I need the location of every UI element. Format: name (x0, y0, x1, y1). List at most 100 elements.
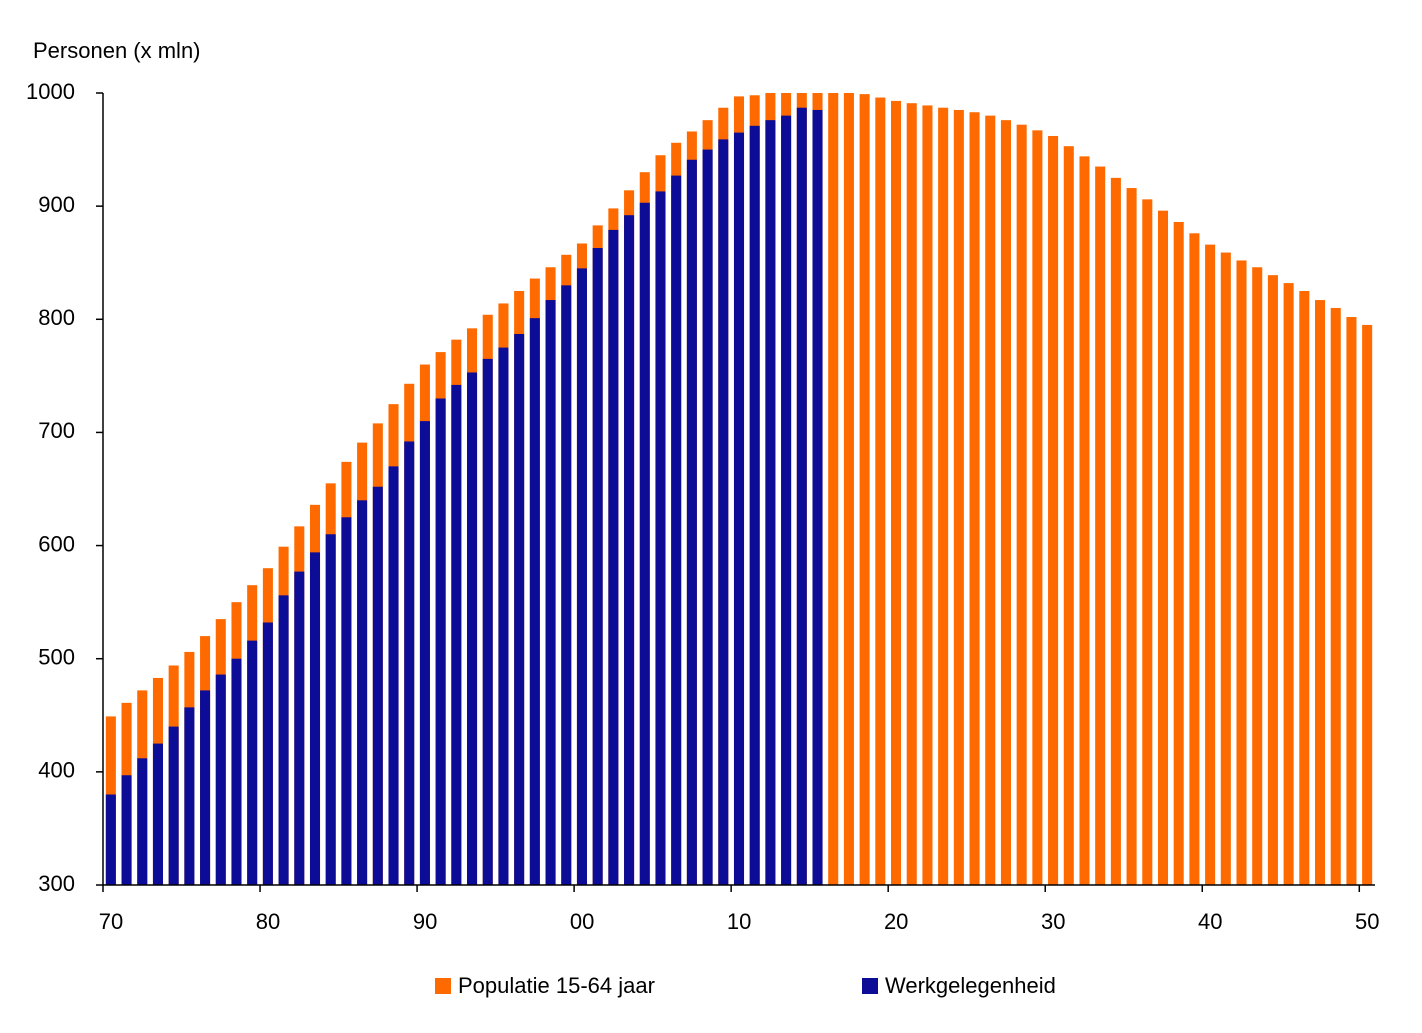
y-tick-label: 600 (38, 531, 75, 556)
bar (1220, 252, 1231, 885)
bar (1299, 291, 1310, 885)
bar (1173, 221, 1184, 886)
bar (1142, 199, 1153, 886)
bar (152, 743, 163, 885)
bar (1063, 146, 1074, 886)
bar (608, 229, 619, 886)
y-tick-label: 300 (38, 871, 75, 896)
bar (1267, 275, 1278, 885)
bar (231, 658, 242, 885)
bar (1048, 135, 1059, 886)
bar (137, 758, 148, 885)
y-tick-label: 500 (38, 645, 75, 670)
legend-label: Werkgelegenheid (885, 973, 1056, 998)
x-tick-label: 30 (1041, 909, 1065, 934)
bar (435, 398, 446, 885)
x-tick-label: 80 (256, 909, 280, 934)
bar (1346, 317, 1357, 886)
bar (121, 775, 132, 885)
bar (969, 112, 980, 886)
bar (105, 794, 116, 885)
bar (325, 534, 336, 885)
bar (1079, 156, 1090, 886)
bar (624, 215, 635, 886)
x-tick-label: 40 (1198, 909, 1222, 934)
legend-swatch (862, 978, 878, 994)
bar (388, 466, 399, 885)
bar (1283, 283, 1294, 886)
y-tick-label: 900 (38, 192, 75, 217)
bar (262, 622, 273, 885)
bar (341, 517, 352, 885)
bar (1126, 188, 1137, 886)
bar (1016, 124, 1027, 886)
y-tick-label: 400 (38, 758, 75, 783)
bar (875, 97, 886, 886)
x-tick-label: 90 (413, 909, 437, 934)
bar (592, 248, 603, 885)
bar (1330, 307, 1341, 885)
bar (1252, 267, 1263, 885)
bar (1205, 244, 1216, 885)
bar (749, 125, 760, 886)
bar (529, 318, 540, 885)
bar (467, 372, 478, 885)
bar (1362, 324, 1373, 885)
x-tick-label: 50 (1355, 909, 1379, 934)
bar (404, 441, 415, 885)
bar (733, 132, 745, 886)
bar (985, 115, 996, 886)
bar (200, 690, 211, 885)
x-tick-label: 10 (727, 909, 751, 934)
bar (953, 109, 964, 885)
bar (451, 384, 462, 885)
bar (294, 571, 305, 885)
x-tick-label: 20 (884, 909, 908, 934)
y-tick-label: 800 (38, 305, 75, 330)
bar (309, 552, 321, 885)
bar (215, 674, 226, 885)
bar (576, 268, 587, 885)
bar (828, 93, 839, 885)
bar (482, 358, 493, 885)
bar (1189, 233, 1200, 886)
x-tick-label: 70 (99, 909, 123, 934)
bar (891, 100, 902, 886)
bar (168, 726, 179, 885)
bar (1032, 130, 1043, 885)
bar (498, 347, 509, 886)
bar (812, 109, 823, 885)
bar (702, 149, 713, 886)
bar (639, 202, 650, 886)
bar (1110, 177, 1121, 885)
bar (796, 107, 807, 886)
bar (372, 486, 383, 885)
bar (247, 640, 258, 885)
bar (718, 139, 729, 886)
x-tick-label: 00 (570, 909, 594, 934)
bar (906, 103, 917, 885)
y-tick-label: 700 (38, 418, 75, 443)
legend-label: Populatie 15-64 jaar (458, 973, 655, 998)
bar (765, 120, 776, 885)
bar (419, 421, 430, 885)
bar (859, 94, 870, 886)
bar (1095, 166, 1106, 886)
y-tick-label: 1000 (26, 79, 75, 104)
bar (686, 159, 697, 886)
bar (545, 300, 556, 886)
bar (1315, 300, 1326, 886)
bar (922, 105, 933, 885)
bar (781, 115, 792, 886)
bar (514, 333, 525, 886)
bar (1236, 260, 1247, 885)
bar (357, 500, 368, 885)
bar (655, 191, 666, 886)
bar (1157, 210, 1169, 885)
bar (671, 175, 682, 885)
legend-swatch (435, 978, 451, 994)
bar (843, 93, 854, 885)
bar (278, 595, 289, 885)
y-axis-label: Personen (x mln) (33, 38, 201, 63)
